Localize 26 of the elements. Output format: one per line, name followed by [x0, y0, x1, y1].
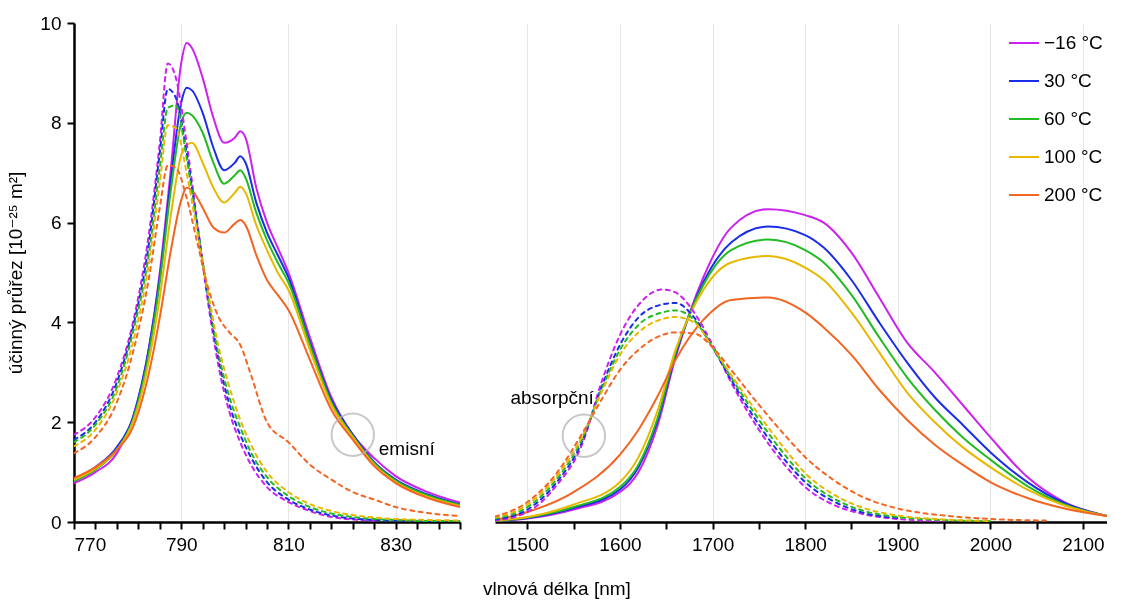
- y-axis-title: účinný průřez [10⁻²⁵ m²]: [5, 171, 27, 375]
- y-tick-label: 8: [50, 112, 62, 134]
- x-tick-label: 790: [165, 533, 198, 555]
- legend-label: 100 °C: [1044, 146, 1103, 167]
- annotation: absorpční: [510, 386, 595, 408]
- y-tick-label: 2: [50, 411, 62, 433]
- legend-label: 200 °C: [1044, 184, 1103, 205]
- x-tick-label: 1500: [506, 533, 550, 555]
- x-tick-label: 1700: [691, 533, 735, 555]
- x-tick-label: 830: [380, 533, 413, 555]
- x-tick-label: 1900: [877, 533, 920, 555]
- y-tick-label: 0: [50, 511, 62, 533]
- x-tick-label: 2100: [1062, 533, 1105, 555]
- y-tick-label: 6: [50, 212, 62, 234]
- legend-label: 30 °C: [1044, 70, 1092, 91]
- x-tick-label: 1600: [599, 533, 642, 555]
- annotation: emisní: [378, 437, 436, 459]
- y-tick-label: 4: [50, 311, 62, 333]
- x-tick-label: 1800: [784, 533, 827, 555]
- x-axis-title: vlnová délka [nm]: [483, 578, 631, 599]
- x-tick-label: 2000: [969, 533, 1012, 555]
- legend-label: 60 °C: [1044, 108, 1092, 129]
- x-tick-label: 810: [273, 533, 305, 555]
- legend-label: −16 °C: [1044, 32, 1103, 53]
- x-tick-label: 770: [74, 533, 107, 555]
- y-tick-label: 10: [40, 12, 62, 34]
